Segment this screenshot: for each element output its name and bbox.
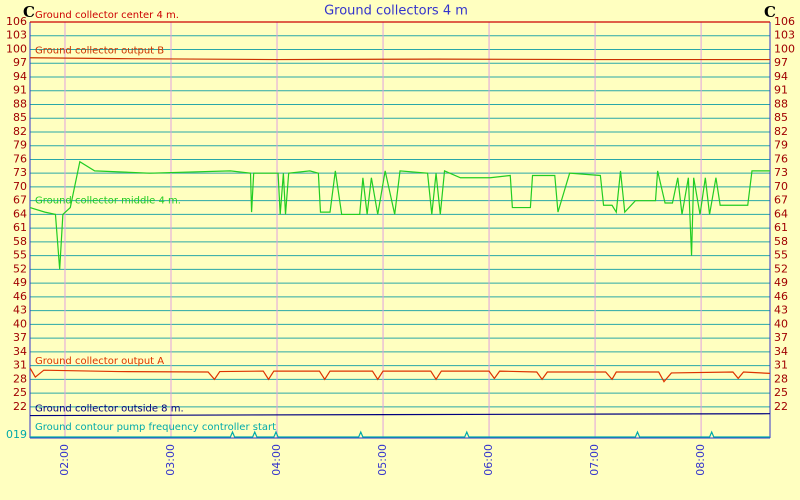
y2-tick-label: 106 (774, 15, 795, 28)
lane-label: 019 (6, 428, 27, 441)
y2-tick-label: 43 (774, 304, 788, 317)
y-tick-label: 85 (13, 111, 27, 124)
y-tick-label: 49 (13, 276, 27, 289)
y-tick-label: 64 (13, 207, 27, 220)
series-label: Ground collector output A (35, 356, 164, 367)
y2-tick-label: 103 (774, 29, 795, 42)
y2-tick-label: 52 (774, 262, 788, 275)
y2-tick-label: 70 (774, 180, 788, 193)
y2-tick-label: 85 (774, 111, 788, 124)
y2-tick-label: 40 (774, 317, 788, 330)
x-tick-label: 02:00 (58, 444, 71, 476)
y-tick-label: 37 (13, 331, 27, 344)
series-line (30, 430, 770, 438)
x-tick-label: 06:00 (482, 444, 495, 476)
y2-tick-label: 64 (774, 207, 788, 220)
series-line (29, 413, 771, 417)
y2-tick-label: 46 (774, 290, 788, 303)
y2-tick-label: 94 (774, 70, 788, 83)
y-unit: C (23, 3, 35, 21)
y2-tick-label: 97 (774, 56, 788, 69)
series-line (29, 57, 770, 61)
y2-tick-label: 73 (774, 166, 788, 179)
y-tick-label: 94 (13, 70, 27, 83)
y-tick-label: 28 (13, 372, 27, 385)
y2-tick-label: 88 (774, 97, 788, 110)
series-label: Ground collector center 4 m. (35, 10, 179, 21)
y2-tick-label: 91 (774, 84, 788, 97)
x-tick-label: 08:00 (694, 444, 707, 476)
series-label: Ground collector middle 4 m. (35, 196, 181, 207)
y-tick-label: 91 (13, 84, 27, 97)
y2-tick-label: 22 (774, 400, 788, 413)
y2-tick-label: 58 (774, 235, 788, 248)
y-tick-label: 73 (13, 166, 27, 179)
y-tick-label: 67 (13, 194, 27, 207)
y2-tick-label: 82 (774, 125, 788, 138)
y2-tick-label: 76 (774, 152, 788, 165)
y-tick-label: 103 (6, 29, 27, 42)
y-tick-label: 40 (13, 317, 27, 330)
y2-tick-label: 79 (774, 139, 788, 152)
y2-tick-label: 100 (774, 42, 795, 55)
y-tick-label: 46 (13, 290, 27, 303)
y-tick-label: 61 (13, 221, 27, 234)
series-label: Ground contour pump frequency controller… (35, 422, 276, 433)
series-label: Ground collector outside 8 m. (35, 404, 184, 415)
y-tick-label: 76 (13, 152, 27, 165)
y2-tick-label: 28 (774, 372, 788, 385)
y-tick-label: 82 (13, 125, 27, 138)
y-tick-label: 100 (6, 42, 27, 55)
y2-tick-label: 34 (774, 345, 788, 358)
x-tick-label: 04:00 (270, 444, 283, 476)
x-tick-label: 05:00 (376, 444, 389, 476)
y-tick-label: 25 (13, 386, 27, 399)
x-tick-label: 07:00 (588, 444, 601, 476)
chart-title: Ground collectors 4 m (324, 4, 468, 19)
y-tick-label: 106 (6, 15, 27, 28)
y2-tick-label: 25 (774, 386, 788, 399)
y2-tick-label: 67 (774, 194, 788, 207)
y-tick-label: 70 (13, 180, 27, 193)
series-line (29, 367, 771, 383)
y-tick-label: 58 (13, 235, 27, 248)
series-line (29, 160, 770, 270)
y-tick-label: 55 (13, 249, 27, 262)
y-tick-label: 31 (13, 359, 27, 372)
x-tick-label: 03:00 (164, 444, 177, 476)
y-tick-label: 52 (13, 262, 27, 275)
y2-tick-label: 31 (774, 359, 788, 372)
y-tick-label: 34 (13, 345, 27, 358)
y-tick-label: 79 (13, 139, 27, 152)
y-tick-label: 97 (13, 56, 27, 69)
series-label: Ground collector output B (35, 46, 164, 57)
y2-unit: C (764, 3, 776, 21)
y-tick-label: 88 (13, 97, 27, 110)
y2-tick-label: 55 (774, 249, 788, 262)
y2-tick-label: 61 (774, 221, 788, 234)
y-tick-label: 22 (13, 400, 27, 413)
y2-tick-label: 37 (774, 331, 788, 344)
y-tick-label: 43 (13, 304, 27, 317)
y2-tick-label: 49 (774, 276, 788, 289)
